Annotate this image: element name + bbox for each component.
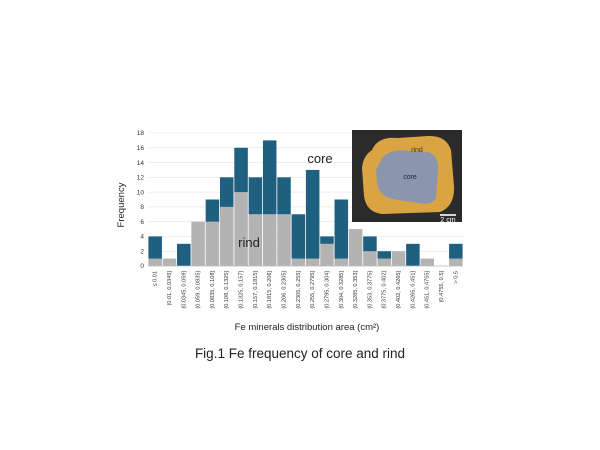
bar-core-10 xyxy=(291,214,306,259)
bar-core-6 xyxy=(234,147,248,193)
bar-core-18 xyxy=(406,243,420,266)
x-tick-label: (0.1815, 0.206] xyxy=(267,271,273,309)
bar-rind-3 xyxy=(191,221,205,266)
bar-rind-1 xyxy=(162,258,177,266)
y-tick-label: 18 xyxy=(137,130,145,137)
bar-rind-0 xyxy=(148,258,162,266)
bar-core-21 xyxy=(449,243,463,259)
y-axis-title: Frequency xyxy=(116,182,127,227)
y-tick-labels: 0 2 4 6 8 10 12 14 16 18 xyxy=(137,130,145,270)
x-tick-label: (0.0835, 0.108] xyxy=(210,271,216,309)
x-tick-label: > 0.5 xyxy=(453,271,459,284)
x-tick-label: (0.304, 0.3285] xyxy=(339,271,345,309)
x-tick-label: (0.059, 0.0835] xyxy=(196,271,202,309)
bar-core-9 xyxy=(277,177,291,215)
bar-rind-14 xyxy=(348,229,363,266)
y-tick-label: 16 xyxy=(137,145,145,152)
bar-rind-7 xyxy=(248,214,263,266)
bar-rind-16 xyxy=(377,258,392,266)
bar-core-5 xyxy=(219,177,234,207)
bar-core-12 xyxy=(320,236,334,244)
bar-rind-6 xyxy=(234,192,248,266)
bar-rind-9 xyxy=(277,214,291,266)
y-tick-label: 14 xyxy=(137,160,145,167)
x-tick-label: (0.1325, 0.157] xyxy=(239,271,245,309)
bar-rind-5 xyxy=(219,206,234,266)
bar-rind-15 xyxy=(363,251,377,266)
x-tick-label: (0.4755, 0.5] xyxy=(439,271,445,303)
figure-caption: Fig.1 Fe frequency of core and rind xyxy=(194,346,406,361)
bar-rind-8 xyxy=(262,214,277,266)
x-tick-label: (0.451, 0.4755] xyxy=(425,271,431,309)
bar-core-2 xyxy=(177,243,191,266)
inset-core-label: core xyxy=(403,174,417,181)
x-tick-label: (0.402, 0.4265] xyxy=(396,271,402,309)
y-tick-label: 8 xyxy=(140,204,144,211)
x-tick-label: (0.3775, 0.402] xyxy=(382,271,388,309)
x-tick-label: (0.353, 0.3775] xyxy=(367,271,373,309)
bar-rind-10 xyxy=(291,258,306,266)
y-tick-label: 6 xyxy=(140,219,144,226)
bar-rind-21 xyxy=(449,258,463,266)
x-tick-labels: ≤ 0.01 (0.01, 0.0345] (0.0345, 0.059] (0.05… xyxy=(153,271,460,309)
bar-core-16 xyxy=(377,251,392,259)
inset-photo: rind core 2 cm xyxy=(352,130,462,224)
bar-rind-19 xyxy=(420,258,434,266)
rind-annotation: rind xyxy=(238,235,260,250)
scale-bar-label: 2 cm xyxy=(440,217,455,224)
x-tick-label: (0.206, 0.2305] xyxy=(282,271,288,309)
x-tick-label: ≤ 0.01 xyxy=(153,271,159,287)
x-tick-label: (0.108, 0.1325] xyxy=(224,271,230,309)
bars xyxy=(148,140,463,266)
bar-core-8 xyxy=(262,140,277,215)
x-axis-title: Fe minerals distribution area (cm²) xyxy=(235,322,380,333)
bar-core-0 xyxy=(148,236,162,259)
bar-core-13 xyxy=(334,199,349,259)
x-tick-label: (0.157, 0.1815] xyxy=(253,271,259,309)
bar-core-15 xyxy=(363,236,377,252)
x-tick-label: (0.01, 0.0345] xyxy=(167,271,173,306)
bar-rind-13 xyxy=(334,258,349,266)
y-tick-label: 10 xyxy=(137,189,145,196)
bar-rind-4 xyxy=(205,221,220,266)
bar-core-11 xyxy=(305,169,320,259)
x-tick-label: (0.4265, 0.451] xyxy=(410,271,416,309)
y-tick-label: 4 xyxy=(140,234,144,241)
core-region xyxy=(376,150,438,204)
bar-rind-11 xyxy=(305,258,320,266)
bar-rind-17 xyxy=(391,251,406,266)
bar-rind-12 xyxy=(320,243,334,266)
y-tick-label: 0 xyxy=(140,263,144,270)
x-tick-label: (0.2795, 0.304] xyxy=(324,271,330,309)
x-tick-label: (0.0345, 0.059] xyxy=(181,271,187,309)
bar-core-4 xyxy=(205,199,220,222)
x-tick-label: (0.3285, 0.353] xyxy=(353,271,359,309)
bar-core-7 xyxy=(248,177,263,215)
x-tick-label: (0.255, 0.2795] xyxy=(310,271,316,309)
x-tick-label: (0.2305, 0.255] xyxy=(296,271,302,309)
y-tick-label: 12 xyxy=(137,175,145,182)
core-annotation: core xyxy=(307,151,332,166)
y-tick-label: 2 xyxy=(140,248,144,255)
inset-rind-label: rind xyxy=(411,147,423,154)
